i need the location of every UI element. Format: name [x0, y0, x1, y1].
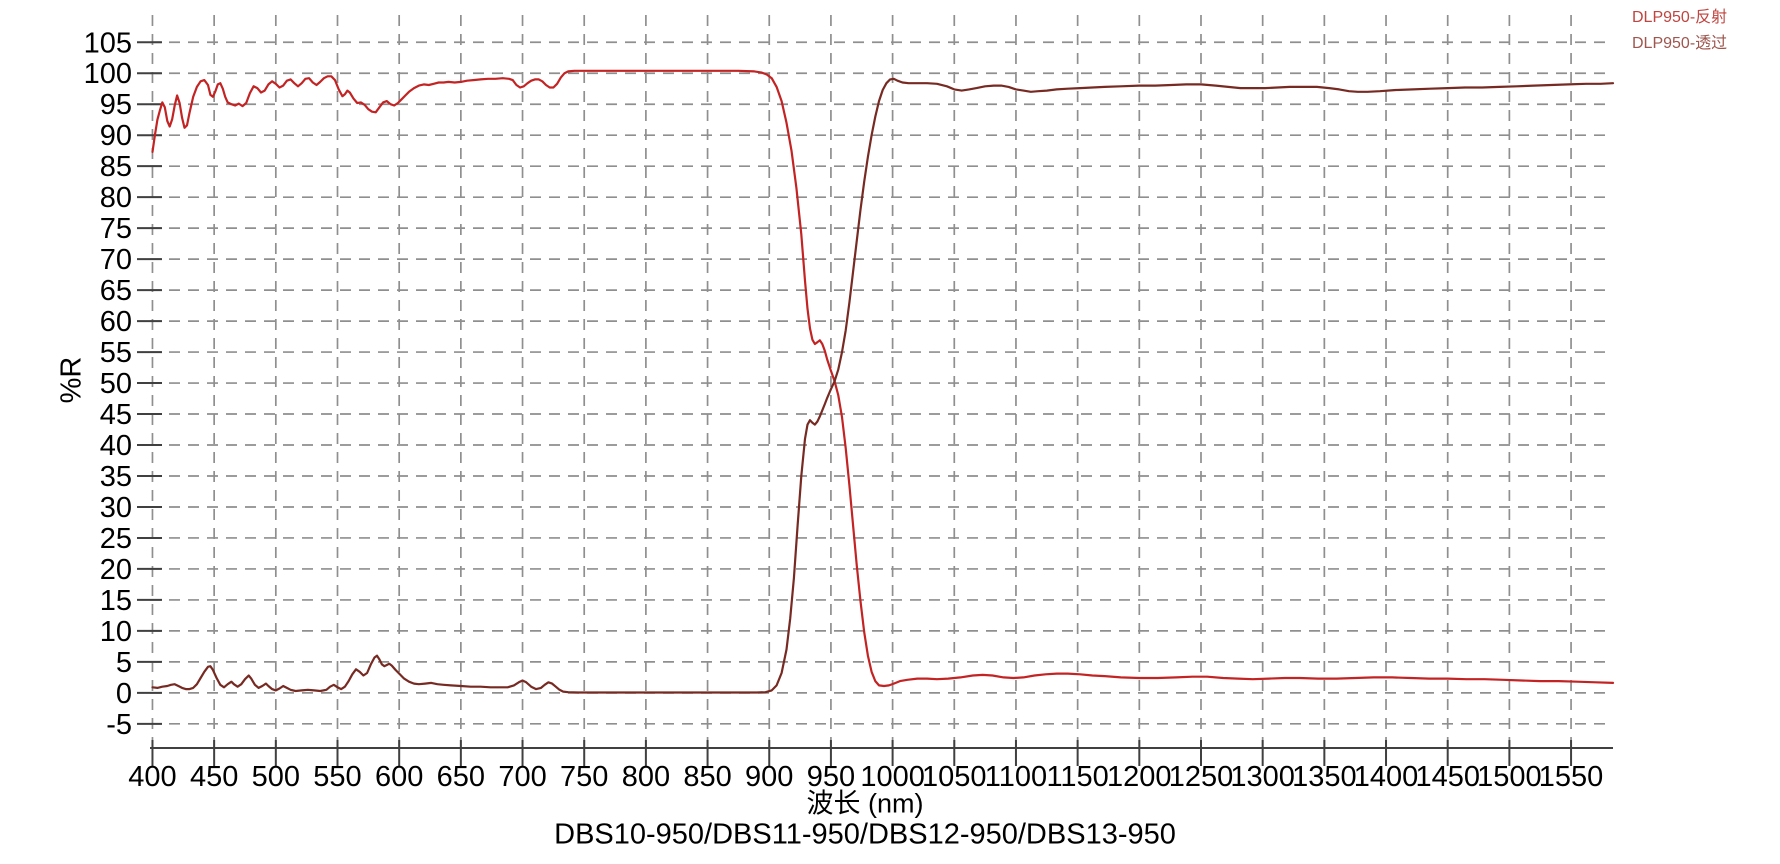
y-tick-label: 85 — [100, 151, 132, 183]
x-tick-label: 1550 — [1539, 761, 1604, 793]
y-tick-label: 20 — [100, 554, 132, 586]
x-axis-title: 波长 (nm) — [806, 788, 924, 819]
x-tick-label: 950 — [807, 761, 855, 793]
x-tick-label: 550 — [313, 761, 361, 793]
x-tick-label: 600 — [375, 761, 423, 793]
y-axis-title: %R — [55, 356, 88, 404]
x-tick-label: 850 — [683, 761, 731, 793]
y-tick-label: 25 — [100, 523, 132, 555]
y-tick-label: 50 — [100, 368, 132, 400]
x-tick-label: 500 — [252, 761, 300, 793]
x-tick-label: 1350 — [1292, 761, 1357, 793]
y-tick-label: 0 — [116, 678, 132, 710]
y-tick-label: 30 — [100, 492, 132, 524]
x-tick-label: 1250 — [1169, 761, 1234, 793]
x-tick-label: 1300 — [1230, 761, 1295, 793]
y-tick-label: 105 — [84, 27, 132, 59]
y-tick-label: 35 — [100, 461, 132, 493]
y-tick-label: 100 — [84, 58, 132, 90]
x-tick-label: 1450 — [1415, 761, 1480, 793]
x-tick-label: 800 — [622, 761, 670, 793]
x-tick-label: 1000 — [860, 761, 925, 793]
series-line-transmission — [151, 77, 1615, 694]
x-tick-label: 900 — [745, 761, 793, 793]
y-tick-label: 15 — [100, 585, 132, 617]
y-tick-label: 45 — [100, 399, 132, 431]
x-tick-label: 1150 — [1046, 761, 1108, 793]
y-tick-label: -5 — [106, 709, 132, 741]
legend: DLP950-反射 DLP950-透过 — [1632, 8, 1727, 54]
x-tick-label: 450 — [190, 761, 238, 793]
y-tick-label: 5 — [116, 647, 132, 679]
y-tick-label: 70 — [100, 244, 132, 276]
y-tick-label: 55 — [100, 337, 132, 369]
y-tick-label: 90 — [100, 120, 132, 152]
y-tick-label: 80 — [100, 182, 132, 214]
chart-title: DBS10-950/DBS11-950/DBS12-950/DBS13-950 — [554, 818, 1176, 851]
x-tick-label: 750 — [560, 761, 608, 793]
series-line-reflection — [151, 69, 1615, 688]
x-tick-label: 1500 — [1477, 761, 1542, 793]
y-tick-label: 65 — [100, 275, 132, 307]
y-tick-label: 75 — [100, 213, 132, 245]
y-tick-label: 60 — [100, 306, 132, 338]
y-tick-label: 95 — [100, 89, 132, 121]
x-tick-label: 1400 — [1354, 761, 1419, 793]
x-tick-label: 1050 — [922, 761, 987, 793]
x-tick-label: 1100 — [985, 761, 1047, 793]
x-tick-label: 400 — [128, 761, 176, 793]
x-tick-label: 700 — [498, 761, 546, 793]
legend-item-transmission: DLP950-透过 — [1632, 35, 1728, 52]
x-tick-label: 650 — [437, 761, 485, 793]
y-tick-label: 40 — [100, 430, 132, 462]
x-tick-label: 1200 — [1107, 761, 1172, 793]
legend-item-reflection: DLP950-反射 — [1632, 9, 1728, 26]
y-tick-label: 10 — [100, 616, 132, 648]
